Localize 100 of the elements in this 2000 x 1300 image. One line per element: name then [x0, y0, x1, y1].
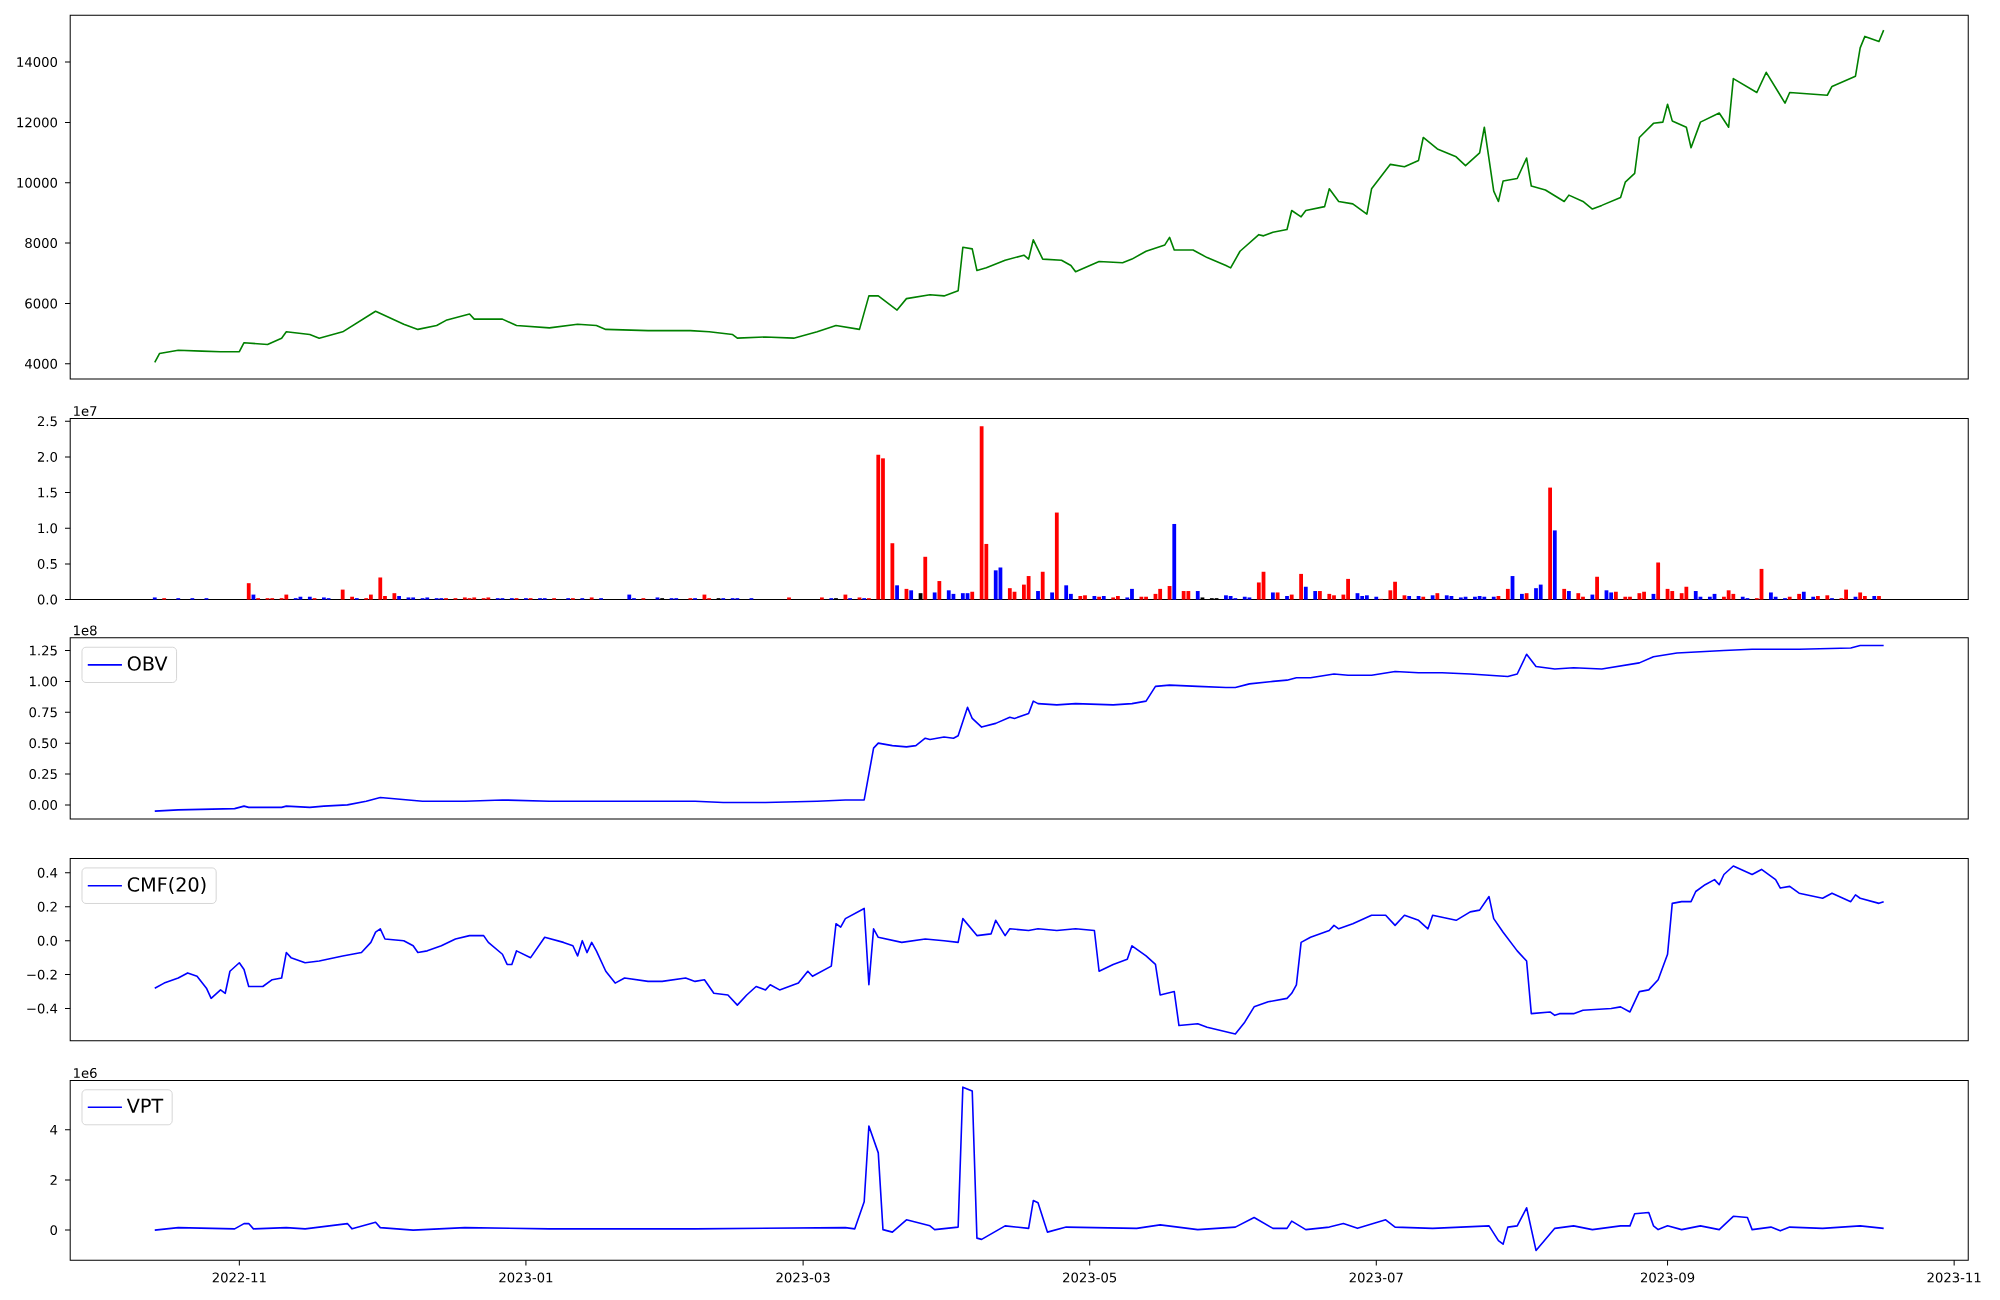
- bar: [1740, 596, 1745, 600]
- bar: [1684, 586, 1689, 600]
- bar: [1576, 593, 1581, 600]
- bar: [1458, 597, 1463, 600]
- y-tick-label: 4: [50, 1124, 58, 1135]
- bar: [1811, 596, 1816, 600]
- bar: [843, 594, 848, 600]
- bar: [960, 593, 965, 600]
- bar: [1595, 576, 1599, 600]
- bar: [895, 585, 899, 600]
- x-tick-label: 2023-03: [776, 1272, 830, 1283]
- bar: [589, 597, 594, 600]
- bar: [1299, 573, 1304, 600]
- bar: [1731, 593, 1736, 600]
- bar: [909, 590, 914, 600]
- bar: [876, 454, 881, 600]
- bar: [1054, 512, 1059, 600]
- bar: [1007, 588, 1012, 600]
- bar: [472, 597, 477, 600]
- bar: [1566, 591, 1571, 600]
- bar: [1360, 596, 1365, 600]
- bar: [1656, 562, 1661, 600]
- y-tick-label: 0: [50, 1225, 58, 1236]
- bar: [1247, 597, 1252, 600]
- bar: [1862, 596, 1867, 600]
- bar: [392, 593, 397, 600]
- bar: [970, 591, 975, 600]
- bar: [1858, 592, 1863, 600]
- bar: [1318, 591, 1322, 600]
- bar: [787, 597, 791, 600]
- bar: [1801, 591, 1806, 600]
- bar: [1228, 596, 1233, 600]
- bar: [1407, 596, 1412, 600]
- x-tick-label: 2023-05: [1063, 1272, 1117, 1283]
- bar: [1552, 530, 1557, 600]
- bar: [1491, 596, 1496, 600]
- bar: [1430, 595, 1435, 600]
- y-tick-label: 1.00: [29, 676, 58, 687]
- y-tick-label: 0.75: [29, 707, 57, 718]
- bar: [1181, 591, 1186, 600]
- bar: [368, 594, 373, 600]
- bar: [1271, 592, 1275, 600]
- bar: [820, 597, 824, 600]
- bar: [1078, 596, 1083, 600]
- y-tick-label: 0.4: [37, 867, 58, 878]
- y-tick-label: 2: [50, 1175, 57, 1185]
- bar: [1327, 593, 1332, 600]
- bar: [1026, 576, 1031, 600]
- y-tick-label: 0.2: [37, 901, 57, 912]
- y-tick-label: 0.00: [29, 799, 58, 810]
- bar: [1609, 592, 1614, 600]
- line-series: [153, 29, 1885, 364]
- text: 1e8: [74, 625, 97, 636]
- bar: [857, 597, 862, 600]
- bar: [890, 543, 895, 600]
- bar: [1364, 595, 1369, 600]
- bar: [378, 577, 383, 600]
- bar: [1115, 596, 1120, 600]
- bar: [1482, 596, 1487, 600]
- y-tick-label: 6000: [25, 298, 58, 309]
- bar: [923, 556, 928, 600]
- bar: [1877, 596, 1881, 600]
- y-tick-label: 1.5: [38, 487, 57, 498]
- y-tick-label: 2.0: [37, 451, 58, 462]
- y-tick-label: 12000: [17, 117, 58, 128]
- bar: [322, 597, 326, 600]
- y-tick-label: −0.4: [27, 1003, 58, 1014]
- bar: [993, 570, 998, 600]
- bar: [1036, 591, 1040, 600]
- y-tick-label: 2.5: [37, 416, 57, 427]
- bar: [1275, 592, 1280, 600]
- y-tick-label: 4000: [25, 358, 58, 369]
- bar: [397, 596, 401, 600]
- bar: [1707, 596, 1712, 600]
- y-tick-label: 1.0: [38, 523, 58, 534]
- bar: [627, 594, 632, 600]
- bar: [1101, 596, 1106, 600]
- bar: [1520, 593, 1524, 600]
- bar: [1402, 595, 1407, 600]
- bar: [1186, 591, 1191, 600]
- bar: [486, 597, 491, 600]
- y-tick-label: 14000: [17, 57, 58, 68]
- bar: [1172, 523, 1177, 600]
- bar: [411, 597, 416, 600]
- bar: [1313, 591, 1318, 600]
- bar: [1613, 591, 1618, 600]
- y-tick-label: 8000: [25, 238, 58, 249]
- bar: [1524, 593, 1529, 600]
- bar: [350, 596, 354, 600]
- bar: [1825, 595, 1830, 600]
- text: 1e7: [74, 406, 97, 416]
- bar: [307, 596, 312, 600]
- x-tick-label: 2023-01: [499, 1272, 553, 1283]
- bar: [1872, 596, 1877, 600]
- legend-label: OBV: [127, 656, 168, 671]
- y-tick-label: 1.25: [29, 645, 57, 656]
- bar: [1242, 596, 1247, 600]
- bar: [1139, 596, 1144, 600]
- bar: [1092, 596, 1097, 600]
- bar: [1726, 590, 1731, 600]
